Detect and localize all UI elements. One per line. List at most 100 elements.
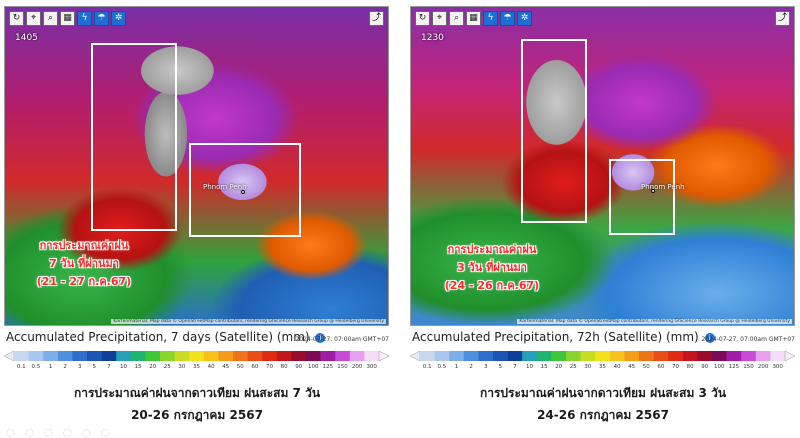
wind-icon[interactable]: ✲ [517,11,532,26]
region-box-thailand [521,39,587,223]
legend-tick-label: 40 [613,364,621,370]
layers-icon[interactable]: ▦ [466,11,481,26]
legend-tick-label: 3 [483,364,488,370]
legend-tick-label: 90 [701,364,709,370]
legend-swatch [624,351,640,361]
legend-tick-label: 45 [628,364,636,370]
legend-swatch [668,351,684,361]
precip-title-text: Accumulated Precipitation, 7 days (Satel… [6,330,310,344]
legend-ticks: 0.1 0.5 1 2 3 5 7 10 15 20 25 30 35 40 45 50 60 70 80 90 100… [410,364,795,372]
legend-swatch [364,351,380,361]
legend-swatch [28,351,44,361]
legend-swatch [145,351,161,361]
legend-swatch [507,351,523,361]
legend-swatch [43,351,59,361]
legend-tick-label: 5 [92,364,97,370]
legend-tick-label: 60 [657,364,665,370]
rain-icon[interactable]: ☂ [94,11,109,26]
legend-tick-label: 0.1 [16,364,26,370]
location-pin-icon[interactable]: ⌖ [26,11,41,26]
legend-swatch [247,351,263,361]
refresh-icon[interactable]: ↻ [9,11,24,26]
color-legend-bar [4,350,389,362]
legend-arrow-high [784,350,795,362]
legend-swatch [87,351,102,361]
rain-icon[interactable]: ☂ [500,11,515,26]
legend-tick-label: 300 [366,364,377,370]
legend-swatch [101,351,117,361]
precip-title: Accumulated Precipitation, 72h (Satellit… [412,330,715,344]
legend-swatch [434,351,450,361]
lightning-icon[interactable]: ϟ [483,11,498,26]
caption-3day: การประมาณค่าฝนจากดาวเทียม ฝนสะสม 3 วัน 2… [408,382,798,426]
right-precip-panel: ↻ ⌖ ⌕ ▦ ϟ ☂ ✲ ⤴ 1230 Phnom Penh การประมา… [410,6,795,376]
legend-tick-label: 0.1 [422,364,432,370]
footer-icons: ◯ ◯ ◯ ◯ ◯ ◯ [6,428,110,437]
footer-icon: ◯ [100,428,110,437]
caption-7day: การประมาณค่าฝนจากดาวเทียม ฝนสะสม 7 วัน 2… [2,382,392,426]
footer-icon: ◯ [24,428,34,437]
export-icon[interactable]: ⤴ [775,11,790,26]
info-icon[interactable]: i [315,333,326,343]
caption-line-2: 24-26 กรกฎาคม 2567 [537,408,669,422]
legend-tick-label: 7 [513,364,517,370]
legend-swatch [174,351,190,361]
precip-map-72h[interactable]: ↻ ⌖ ⌕ ▦ ϟ ☂ ✲ ⤴ 1230 Phnom Penh การประมา… [410,6,795,326]
legend-tick-label: 35 [193,364,200,370]
legend-arrow-high [378,350,389,362]
color-legend [4,350,389,362]
legend-tick-label: 30 [584,364,592,370]
info-icon[interactable]: i [704,333,715,343]
legend-swatch [712,351,727,361]
estimate-overlay: การประมาณค่าฝน 7 วัน ที่ผ่านมา (21 - 27 … [19,237,149,291]
legend-tick-label: 7 [107,364,111,370]
legend-swatch [580,351,596,361]
lightning-icon[interactable]: ϟ [77,11,92,26]
city-label: Phnom Penh [203,183,247,191]
legend-swatch [536,351,552,361]
legend-swatch [493,351,508,361]
region-box-thailand [91,43,177,231]
legend-swatch [609,351,625,361]
legend-swatch [335,351,351,361]
legend-tick-label: 1 [454,364,459,370]
precip-map-7day[interactable]: ↻ ⌖ ⌕ ▦ ϟ ☂ ✲ ⤴ 1405 Phnom Penh การประมา… [4,6,389,326]
legend-tick-label: 20 [555,364,563,370]
legend-tick-label: 25 [163,364,171,370]
legend-swatch [420,351,435,361]
export-icon[interactable]: ⤴ [369,11,384,26]
zoom-label: 1230 [421,33,444,43]
search-icon[interactable]: ⌕ [449,11,464,26]
legend-tick-label: 1 [48,364,53,370]
legend-swatch [276,351,292,361]
footer-icon: ◯ [43,428,53,437]
legend-tick-label: 80 [280,364,288,370]
legend-swatch [566,351,581,361]
layers-icon[interactable]: ▦ [60,11,75,26]
legend-arrow-low [410,350,421,362]
legend-swatch [291,351,307,361]
legend-tick-label: 15 [134,364,142,370]
legend-ticks: 0.1 0.5 1 2 3 5 7 10 15 20 25 30 35 40 45 50 60 70 80 90 100… [4,364,389,372]
legend-swatch [72,351,88,361]
location-pin-icon[interactable]: ⌖ [432,11,447,26]
wind-icon[interactable]: ✲ [111,11,126,26]
map-attribution: Kartenmaterial: Map data © OpenStreetMap… [517,319,792,324]
search-icon[interactable]: ⌕ [43,11,58,26]
legend-swatch [349,351,365,361]
legend-tick-label: 15 [540,364,548,370]
legend-swatch [741,351,757,361]
legend-swatch [551,351,567,361]
refresh-icon[interactable]: ↻ [415,11,430,26]
legend-swatch [653,351,669,361]
precip-title: Accumulated Precipitation, 7 days (Satel… [6,330,326,344]
footer-icon: ◯ [62,428,72,437]
legend-tick-label: 150 [743,364,754,370]
legend-tick-label: 100 [714,364,725,370]
legend-tick-label: 0.5 [31,364,41,370]
legend-tick-label: 150 [337,364,348,370]
legend-tick-label: 70 [266,364,273,370]
map-attribution: Kartenmaterial: Map data © OpenStreetMap… [111,319,386,324]
legend-tick-label: 10 [526,364,533,370]
legend-tick-label: 45 [222,364,230,370]
